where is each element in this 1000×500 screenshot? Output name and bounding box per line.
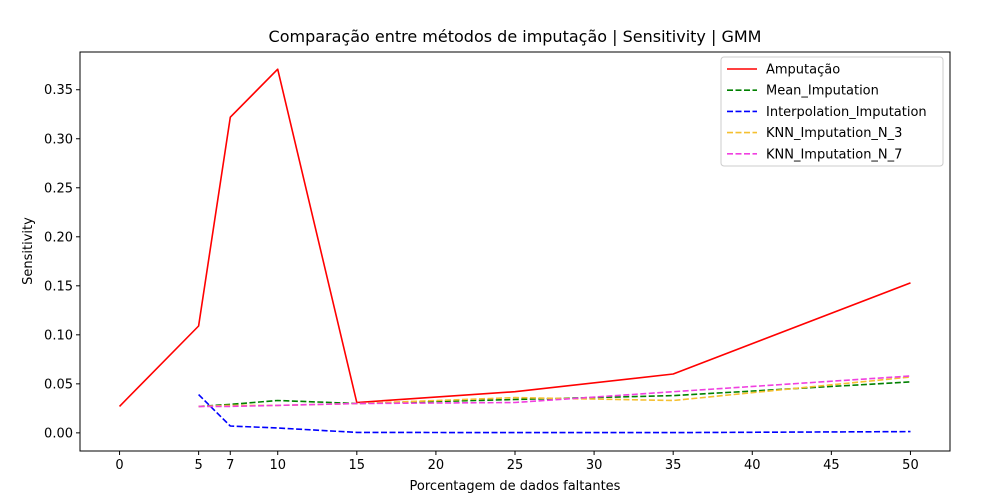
y-tick-label: 0.35 (44, 83, 73, 98)
x-tick-label: 50 (902, 458, 919, 473)
series-line-interpolation-imputation (198, 394, 911, 434)
series-line-knn-imputation-n-7 (198, 375, 911, 408)
x-tick-label: 25 (507, 458, 524, 473)
legend-label: Mean_Imputation (766, 84, 879, 99)
y-tick-label: 0.10 (44, 328, 73, 343)
x-tick-label: 15 (349, 458, 366, 473)
legend-label: KNN_Imputation_N_3 (766, 126, 902, 141)
x-tick-label: 5 (194, 458, 202, 473)
plot-area: 0 5 7 10 15 20 25 30 35 40 45 50 0.000.050.100.150.… (44, 51, 951, 473)
series-line-mean-imputation (198, 381, 911, 408)
x-tick-label: 45 (823, 458, 840, 473)
legend-label: Amputação (766, 63, 840, 78)
chart-title: Comparação entre métodos de imputação | … (269, 27, 762, 46)
legend-label: KNN_Imputation_N_7 (766, 147, 902, 162)
y-tick-label: 0.30 (44, 132, 73, 147)
legend: Amputação Mean_Imputation Interpolation_Im… (720, 56, 944, 167)
x-tick-label: 35 (665, 458, 682, 473)
legend-label: Interpolation_Imputation (766, 105, 927, 120)
y-axis: 0.00 0.05 0.10 0.15 0.20 0.25 0.30 0.35 (44, 83, 80, 441)
y-tick-label: 0.15 (44, 279, 73, 294)
x-tick-label: 0 (115, 458, 123, 473)
y-tick-label: 0.20 (44, 230, 73, 245)
y-tick-label: 0.05 (44, 377, 73, 392)
legend-box (720, 56, 944, 167)
y-tick-label: 0.00 (44, 426, 73, 441)
x-axis-label: Porcentagem de dados faltantes (410, 479, 621, 494)
x-tick-label: 20 (428, 458, 445, 473)
x-axis: 0 5 7 10 15 20 25 30 35 40 45 50 (115, 451, 919, 473)
x-tick-label: 10 (269, 458, 286, 473)
series-lines (118, 68, 911, 434)
series-line-amputa-o (118, 68, 911, 407)
y-tick-label: 0.25 (44, 181, 73, 196)
x-tick-label: 30 (586, 458, 603, 473)
y-axis-label: Sensitivity (21, 217, 36, 285)
x-tick-label: 40 (744, 458, 761, 473)
x-tick-label: 7 (226, 458, 234, 473)
